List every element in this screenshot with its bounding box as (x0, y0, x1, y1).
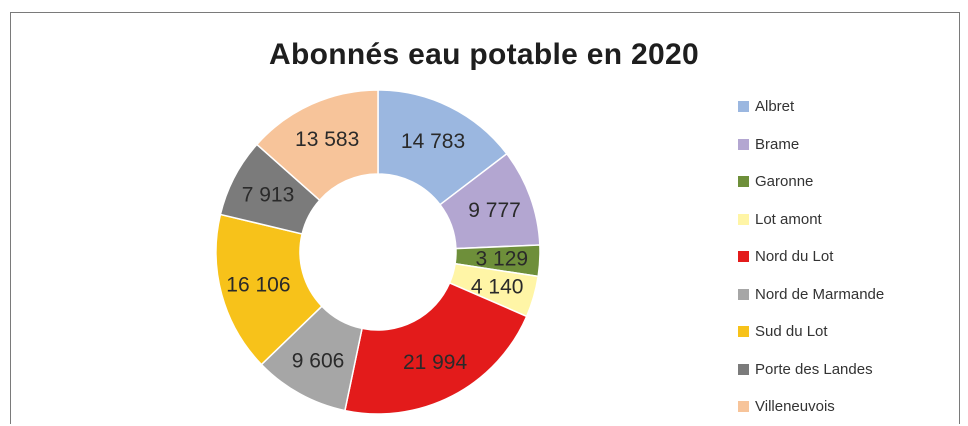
data-label-villeneuvois: 13 583 (295, 128, 359, 151)
legend-swatch (738, 176, 749, 188)
slice-nord-du-lot (344, 282, 528, 415)
legend-label: Lot amont (755, 210, 822, 228)
legend-swatch (738, 326, 749, 338)
legend-item: Porte des Landes (738, 351, 884, 389)
data-label-albret: 14 783 (401, 130, 465, 153)
legend-label: Porte des Landes (755, 360, 873, 378)
legend-label: Garonne (755, 173, 814, 191)
legend-label: Sud du Lot (755, 323, 828, 341)
legend-item: Brame (738, 126, 884, 164)
data-label-sud-du-lot: 16 106 (226, 274, 290, 297)
legend-item: Albret (738, 88, 884, 126)
data-label-garonne: 3 129 (476, 248, 529, 271)
chart-title: Abonnés eau potable en 2020 (269, 38, 699, 71)
chart-frame (10, 12, 960, 424)
legend-swatch (738, 138, 749, 150)
legend-item: Nord du Lot (738, 238, 884, 276)
data-label-porte-des-landes: 7 913 (242, 184, 295, 207)
legend-swatch (738, 251, 749, 263)
legend-swatch (738, 101, 749, 113)
data-label-brame: 9 777 (468, 199, 521, 222)
chart-legend: Albret Brame Garonne Lot amont Nord du Lot No… (738, 88, 884, 426)
legend-swatch (738, 401, 749, 413)
legend-item: Nord de Marmande (738, 276, 884, 314)
slice-villeneuvois (255, 89, 379, 202)
slice-sud-du-lot (215, 213, 323, 366)
legend-item: Garonne (738, 163, 884, 201)
legend-label: Albret (755, 98, 795, 116)
legend-label: Nord de Marmande (755, 285, 885, 303)
data-label-nord-de-marmande: 9 606 (292, 350, 345, 373)
data-label-lot-amont: 4 140 (471, 275, 524, 298)
data-label-nord-du-lot: 21 994 (403, 351, 468, 374)
legend-swatch (738, 288, 749, 300)
legend-swatch (738, 213, 749, 225)
legend-label: Brame (755, 135, 800, 153)
legend-swatch (738, 363, 749, 375)
legend-label: Villeneuvois (755, 398, 835, 416)
legend-item: Sud du Lot (738, 313, 884, 351)
legend-label: Nord du Lot (755, 248, 834, 266)
legend-item: Lot amont (738, 201, 884, 239)
slice-albret (377, 89, 508, 206)
legend-item: Villeneuvois (738, 388, 884, 426)
